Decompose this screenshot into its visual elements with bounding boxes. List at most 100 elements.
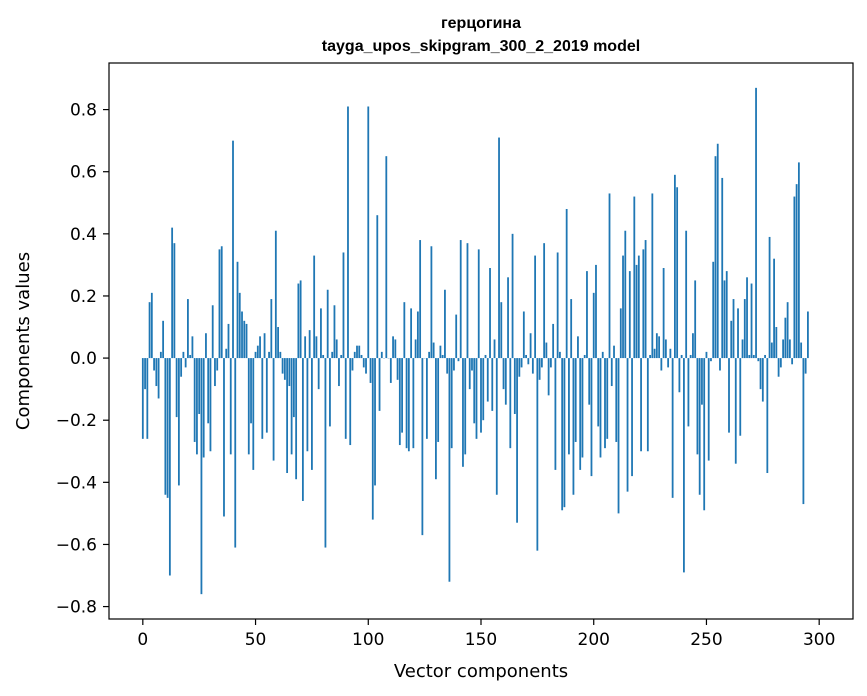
bar-82 (326, 289, 329, 359)
bar-257 (721, 177, 724, 359)
bar-248 (701, 358, 703, 405)
bar-57 (270, 299, 273, 359)
bar-171 (527, 358, 530, 365)
bar-77 (315, 336, 318, 359)
x-tick-label: 100 (352, 630, 384, 650)
bar-215 (626, 358, 629, 492)
bar-214 (624, 230, 627, 359)
bar-136 (448, 358, 451, 582)
bar-205 (604, 358, 606, 449)
bar-179 (545, 342, 548, 359)
bar-145 (468, 358, 471, 390)
bar-132 (439, 345, 442, 359)
bar-254 (714, 156, 717, 359)
bar-111 (392, 336, 394, 359)
bar-247 (698, 358, 701, 495)
bar-167 (518, 358, 521, 377)
bar-113 (396, 358, 399, 380)
bar-192 (574, 358, 577, 442)
bar-148 (475, 358, 478, 439)
bar-58 (272, 358, 275, 461)
bar-92 (349, 358, 352, 446)
bar-165 (513, 358, 516, 414)
bar-131 (437, 358, 440, 442)
bar-294 (804, 358, 807, 374)
bar-271 (752, 354, 755, 359)
bar-124 (421, 358, 424, 536)
bar-154 (489, 268, 491, 359)
bar-99 (365, 358, 367, 374)
bar-287 (788, 339, 791, 359)
bar-295 (807, 311, 809, 359)
bar-170 (525, 354, 527, 359)
bar-73 (306, 358, 309, 452)
bar-97 (360, 354, 363, 359)
bar-86 (335, 339, 338, 359)
bar-119 (410, 308, 413, 359)
x-tick-label: 300 (803, 630, 835, 650)
bar-290 (795, 184, 798, 359)
bar-83 (329, 358, 331, 427)
bar-90 (344, 358, 347, 439)
bar-241 (685, 230, 688, 359)
bar-155 (491, 358, 494, 411)
bar-250 (705, 351, 708, 359)
bar-198 (588, 358, 591, 405)
bar-95 (356, 345, 358, 359)
bar-38 (227, 323, 230, 359)
bar-134 (444, 289, 446, 359)
bar-218 (633, 196, 636, 359)
bar-32 (214, 358, 216, 387)
bar-80 (322, 354, 325, 359)
bar-239 (680, 354, 683, 359)
bar-210 (615, 358, 618, 442)
bar-91 (347, 106, 349, 359)
bar-237 (676, 187, 679, 359)
bar-163 (509, 358, 512, 449)
bar-27 (202, 358, 205, 458)
bar-292 (800, 342, 803, 359)
bar-116 (403, 302, 406, 359)
bar-60 (277, 327, 279, 359)
bar-56 (268, 351, 270, 359)
bar-286 (786, 302, 789, 359)
bar-256 (719, 358, 721, 371)
bar-251 (707, 358, 710, 461)
bar-278 (768, 236, 771, 359)
bar-273 (757, 358, 760, 362)
bar-212 (619, 308, 622, 359)
bar-64 (286, 358, 289, 474)
bar-200 (592, 292, 595, 359)
bar-8 (159, 351, 162, 359)
bar-26 (200, 358, 203, 595)
bar-202 (597, 358, 600, 427)
bar-169 (522, 311, 525, 359)
bar-219 (635, 264, 638, 359)
bar-162 (507, 277, 509, 359)
bar-188 (565, 208, 568, 359)
chart-title: герцогина (441, 15, 521, 32)
bar-226 (651, 193, 654, 359)
bar-20 (187, 299, 189, 359)
bar-238 (678, 358, 681, 393)
bar-14 (173, 243, 176, 359)
bar-126 (425, 358, 428, 439)
bar-150 (480, 358, 482, 433)
bar-43 (238, 292, 241, 359)
bar-288 (791, 358, 794, 365)
bar-19 (184, 358, 187, 368)
bar-197 (586, 271, 588, 359)
bar-31 (211, 305, 214, 359)
bar-30 (209, 358, 212, 452)
x-axis-ticks: 0 50 100 150 200 250 300 (137, 619, 835, 650)
bar-70 (299, 280, 302, 359)
bar-2 (146, 358, 149, 439)
bar-65 (288, 358, 291, 387)
bar-243 (689, 354, 692, 359)
bar-203 (599, 358, 602, 458)
bar-269 (748, 354, 751, 359)
bar-217 (631, 358, 633, 477)
bar-35 (220, 246, 223, 359)
bar-76 (313, 255, 316, 359)
